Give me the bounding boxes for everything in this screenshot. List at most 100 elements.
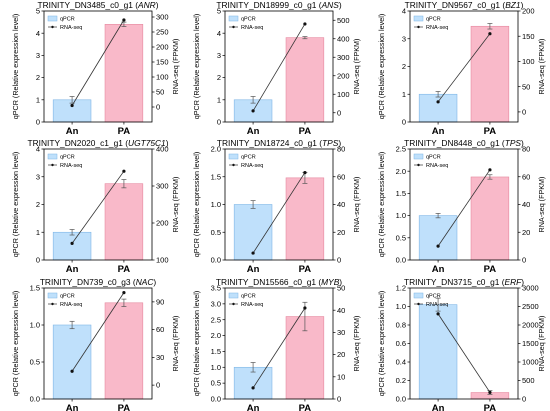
rnaseq-point-PA: [122, 169, 126, 173]
y2-tick-label: 200: [156, 219, 169, 228]
legend: qPCR RNA-seq: [47, 292, 82, 308]
y2-tick-label: 50: [156, 88, 164, 97]
y-tick-label: 5: [36, 7, 40, 16]
chart-title-gene: TPS: [505, 138, 522, 148]
chart-title: TRINITY_DN739_c0_g3 (NAC): [40, 277, 157, 287]
x-tick-label: An: [247, 403, 260, 411]
bar-An: [418, 215, 458, 261]
chart-title-close: ): [153, 277, 156, 287]
y-tick-label: 0.8: [396, 321, 406, 330]
y2-axis-title: RNA-seq (FPKM): [352, 177, 361, 233]
y-axis-title: qPCR (Relative expression level): [11, 291, 20, 396]
bar-An: [52, 324, 92, 400]
y-axis-title: qPCR (Relative expression level): [11, 152, 20, 257]
y-tick-label: 4: [402, 7, 406, 16]
bar-An: [418, 93, 458, 123]
chart-panel-4: TRINITY_DN2020_c1_g1 (UGT75C1) 0 1 2 3 4 100 20…: [11, 138, 180, 275]
y-tick-label: 2: [402, 62, 406, 71]
y-tick-label: 5: [217, 7, 221, 16]
chart-title: TRINITY_DN8448_c0_g1 (TPS): [404, 138, 524, 148]
legend-swatch-qpcr: [228, 15, 239, 22]
y2-tick-label: 90: [156, 297, 164, 306]
bar-An: [52, 231, 92, 261]
y-tick-label: 1.2: [396, 284, 406, 293]
legend-label-rnaseq: RNA-seq: [60, 25, 82, 31]
y-tick-label: 0: [402, 118, 406, 127]
y2-tick-label: 250: [156, 28, 169, 37]
bar-PA: [285, 177, 325, 261]
y2-tick-label: 100: [156, 256, 169, 265]
y2-tick-label: 2500: [522, 302, 539, 311]
chart-title: TRINITY_DN9567_c0_g1 (BZ1): [405, 0, 524, 10]
legend-marker-rnaseq: [51, 163, 54, 167]
y2-tick-label: 0: [522, 256, 526, 265]
chart-title-close: ): [156, 0, 159, 10]
rnaseq-point-PA: [303, 306, 307, 310]
y-tick-label: 1.5: [211, 172, 221, 181]
rnaseq-line: [71, 170, 125, 244]
legend-label-rnaseq: RNA-seq: [426, 25, 448, 31]
y-tick-label: 2.5: [396, 145, 406, 154]
y2-tick-label: 0: [337, 108, 341, 117]
y-tick-label: 1: [217, 95, 221, 104]
y-tick-label: 1.0: [211, 363, 221, 372]
y2-tick-label: 60: [337, 172, 345, 181]
y-axis-title: qPCR (Relative expression level): [192, 152, 201, 257]
y2-tick-label: 100: [522, 57, 535, 66]
legend-swatch-qpcr: [228, 292, 239, 299]
y2-tick-label: 100: [156, 73, 169, 82]
chart-title-gene: BZ1: [505, 0, 520, 10]
y-tick-label: 0: [36, 256, 40, 265]
rnaseq-line: [437, 33, 491, 103]
legend: qPCR RNA-seq: [228, 15, 263, 31]
chart-title-id: TRINITY_DN18724_c0_g1 (: [217, 138, 322, 148]
y-tick-label: 0.0: [211, 256, 221, 265]
y2-tick-label: 40: [522, 200, 530, 209]
y2-tick-label: 20: [337, 228, 345, 237]
chart-title-id: TRINITY_DN2020_c1_g1 (: [27, 138, 128, 148]
y2-tick-label: 300: [337, 53, 350, 62]
y-tick-label: 1.0: [211, 200, 221, 209]
y-axis-title: qPCR (Relative expression level): [377, 14, 386, 119]
y2-axis-title: RNA-seq (FPKM): [537, 39, 546, 95]
legend: qPCR RNA-seq: [413, 15, 448, 31]
y-tick-label: 0.5: [396, 233, 406, 242]
y2-tick-label: 300: [156, 182, 169, 191]
y2-tick-label: 300: [156, 13, 169, 22]
legend: qPCR RNA-seq: [47, 15, 82, 31]
legend-label-rnaseq: RNA-seq: [426, 302, 448, 308]
y2-tick-label: 0: [522, 395, 526, 404]
y2-tick-label: 1500: [522, 339, 539, 348]
x-tick-label: PA: [299, 264, 312, 275]
y-tick-label: 1.5: [211, 347, 221, 356]
y-tick-label: 3: [36, 172, 40, 181]
y2-tick-label: 30: [156, 353, 164, 362]
y2-tick-label: 400: [156, 145, 169, 154]
y-tick-label: 2: [36, 73, 40, 82]
y-tick-label: 0: [36, 118, 40, 127]
chart-title-id: TRINITY_DN15566_c0_g1 (: [216, 277, 321, 287]
x-tick-label: An: [247, 126, 260, 137]
chart-title: TRINITY_DN3485_c0_g1 (ANR): [37, 0, 158, 10]
plot-frame: [224, 287, 334, 400]
x-tick-label: PA: [484, 403, 497, 411]
y-tick-label: 3: [36, 51, 40, 60]
chart-title-close: ): [521, 277, 524, 287]
y-axis-title: qPCR (Relative expression level): [192, 291, 201, 396]
y2-axis-title: RNA-seq (FPKM): [352, 39, 361, 95]
y2-tick-label: 200: [156, 43, 169, 52]
legend-label-qpcr: qPCR: [426, 155, 441, 161]
legend-marker-rnaseq: [417, 302, 420, 306]
legend-label-rnaseq: RNA-seq: [426, 163, 448, 169]
legend-marker-rnaseq: [417, 25, 420, 29]
chart-title-gene: ANS: [321, 0, 340, 10]
y-tick-label: 0.5: [211, 379, 221, 388]
y-tick-label: 2: [36, 200, 40, 209]
rnaseq-line: [252, 23, 306, 112]
chart-panel-3: TRINITY_DN9567_c0_g1 (BZ1) 0 1 2 3 4 0 50 100 150…: [377, 0, 546, 137]
x-tick-label: An: [432, 126, 445, 137]
plot-frame: [43, 287, 153, 400]
x-tick-label: PA: [118, 403, 131, 411]
y2-axis-title: RNA-seq (FPKM): [171, 39, 180, 95]
y-tick-label: 0.0: [211, 395, 221, 404]
